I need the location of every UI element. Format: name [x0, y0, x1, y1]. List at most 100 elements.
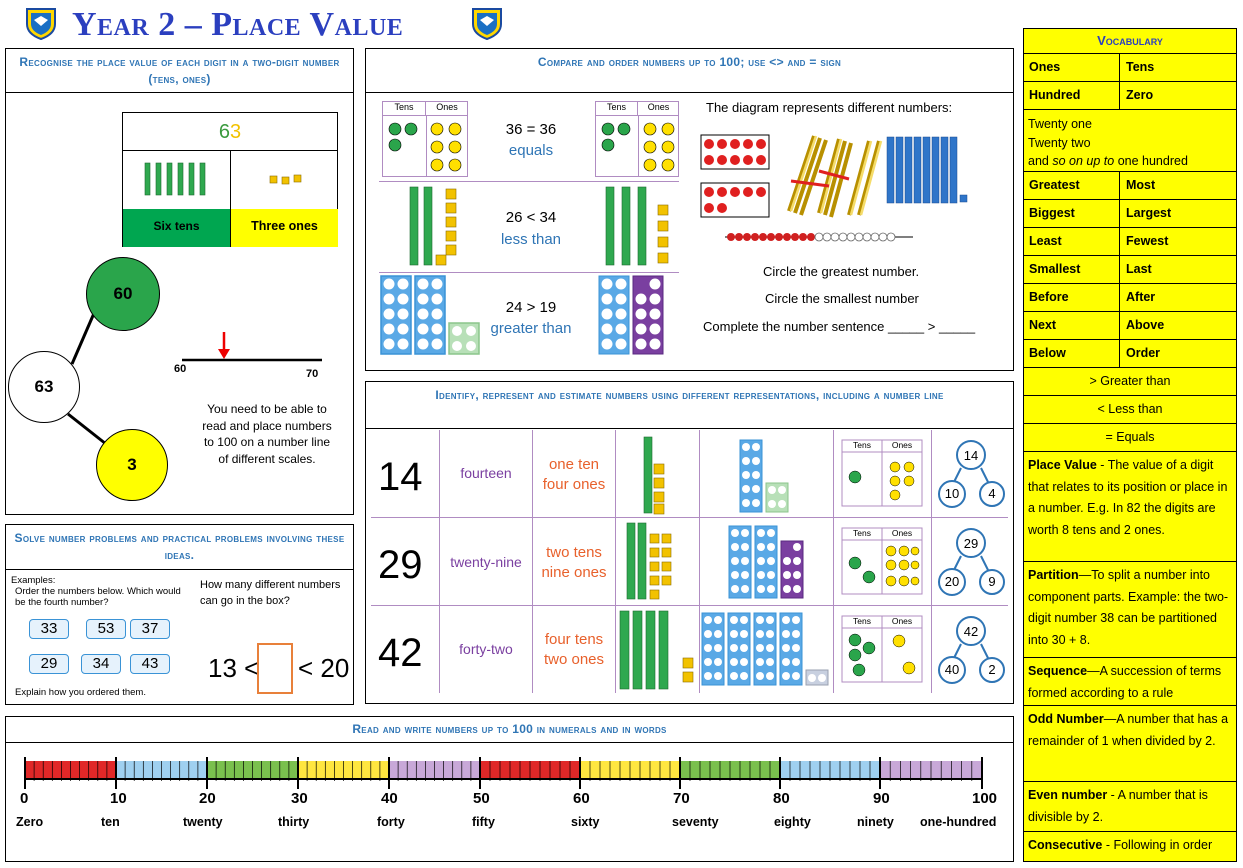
vocab-term: Biggest — [1024, 200, 1120, 227]
vocab-definition: Partition—To split a number into compone… — [1024, 562, 1236, 658]
panel-header: Identify, represent and estimate numbers… — [435, 388, 944, 402]
compare-word: equals — [508, 142, 554, 159]
vocab-equals: = Equals — [1024, 424, 1236, 452]
school-crest-icon — [472, 8, 502, 40]
rep-ones-words: nine ones — [541, 564, 607, 581]
rep-word: twenty-nine — [450, 554, 522, 570]
numeral-label: 10 — [110, 790, 127, 807]
ten-frames-image — [728, 525, 804, 599]
compare-expr: 24 > 19 — [505, 299, 557, 316]
part-whole-tens: 40 — [944, 662, 960, 677]
vocab-header-row: Vocabulary — [1024, 29, 1236, 54]
compare-expr: 26 < 34 — [505, 209, 557, 226]
explain-text: Explain how you ordered them. — [15, 687, 146, 698]
numerals-words-panel: Read and write numbers up to 100 in nume… — [5, 716, 1014, 862]
tens-ones-grid: Tens Ones — [595, 101, 679, 177]
vocab-text: one hundred — [1117, 154, 1188, 168]
ones-cubes-image — [269, 174, 302, 185]
nl-start-label: 60 — [174, 363, 187, 375]
numeral-label: 50 — [473, 790, 490, 807]
part-whole-tens: 10 — [944, 486, 960, 501]
vocab-term: Smallest — [1024, 256, 1120, 283]
ones-head: Ones — [891, 440, 913, 450]
base-ten-blocks — [619, 610, 694, 690]
def-term: Sequence — [1028, 664, 1088, 678]
numeral-label: 0 — [20, 790, 29, 807]
vocab-definition: Sequence—A succession of terms formed ac… — [1024, 658, 1236, 706]
tens-ones-grid — [841, 439, 923, 507]
def-term: Odd Number — [1028, 712, 1104, 726]
part-whole-tens: 20 — [944, 574, 960, 589]
vocab-row: Smallest Last — [1024, 256, 1236, 284]
tens-ones-blocks — [409, 186, 457, 266]
tens-head: Tens — [853, 440, 871, 450]
page-title: Year 2 – Place Value — [72, 6, 404, 43]
def-text: - The value of a digit that relates to i… — [1028, 458, 1228, 537]
tens-head: Tens — [853, 616, 871, 626]
numeral-label: 60 — [573, 790, 590, 807]
numerals-row: 0 10 20 30 40 50 60 70 80 90 100 — [20, 790, 1010, 810]
box-question: How many different numbers can go in the… — [200, 579, 341, 607]
rep-tens-words: one ten — [548, 456, 600, 473]
examples-label: Examples: — [11, 575, 56, 586]
number-card: 37 — [130, 619, 170, 639]
part-whole-total: 14 — [963, 448, 979, 463]
part-whole-ones: 4 — [988, 486, 996, 501]
hundred-number-line — [24, 757, 983, 789]
numeral-label: 80 — [773, 790, 790, 807]
panel-header: Read and write numbers up to 100 in nume… — [352, 722, 667, 736]
vocab-term: Tens — [1126, 60, 1155, 74]
word-label: forty — [377, 815, 405, 829]
ones-head: Ones — [891, 616, 913, 626]
ones-head: Ones — [426, 102, 468, 116]
tens-head: Tens — [596, 102, 638, 116]
tens-head: Tens — [383, 102, 426, 116]
ones-label: Three ones — [231, 209, 338, 247]
rep-tens-words: four tens — [544, 631, 604, 648]
tens-ones-grid — [841, 615, 923, 683]
number-card: 34 — [81, 654, 121, 674]
order-question: Order the numbers below. Which would be … — [15, 586, 181, 608]
part-whole-total: 29 — [963, 536, 979, 551]
vocab-twenty-row: Twenty one Twenty two and so on up to on… — [1024, 110, 1236, 172]
ten-frames-image — [739, 439, 789, 513]
vocab-header: Vocabulary — [1097, 33, 1163, 48]
tens-head: Tens — [853, 528, 871, 538]
answer-box[interactable] — [257, 643, 293, 694]
number-line — [182, 332, 322, 362]
word-label: ten — [101, 815, 120, 829]
def-text: —A number that has a remainder of 1 when… — [1028, 712, 1229, 748]
word-label: seventy — [672, 815, 719, 829]
rep-word: fourteen — [460, 465, 512, 481]
vocab-row: Next Above — [1024, 312, 1236, 340]
tens-digit: 6 — [218, 121, 230, 143]
vocab-greater: > Greater than — [1024, 368, 1236, 396]
place-value-panel: Recognise the place value of each digit … — [5, 48, 354, 515]
vocab-text: so on up to — [1052, 154, 1115, 168]
vocab-term: Greatest — [1024, 172, 1120, 199]
panel-header: Solve number problems and practical prob… — [14, 531, 345, 562]
partition-tens-circle: 60 — [86, 257, 160, 331]
part-whole-ones: 2 — [988, 662, 996, 677]
numeral-label: 70 — [673, 790, 690, 807]
rep-tens-words: two tens — [546, 544, 602, 561]
school-crest-icon — [26, 8, 56, 40]
vocab-text: Twenty one — [1028, 117, 1092, 131]
vocab-term: Largest — [1126, 206, 1172, 220]
vocab-term: Most — [1126, 178, 1156, 192]
def-text: - Following in order — [1102, 838, 1213, 852]
nl-end-label: 70 — [306, 368, 319, 380]
vocab-row: Greatest Most — [1024, 172, 1236, 200]
inequality-right: < 20 — [298, 653, 350, 683]
vocab-term: Before — [1024, 284, 1120, 311]
partition-ones-circle: 3 — [96, 429, 168, 501]
partition-whole-circle: 63 — [8, 351, 80, 423]
vocab-term: Fewest — [1126, 234, 1169, 248]
part-whole-model — [938, 616, 1005, 684]
word-label: sixty — [571, 815, 600, 829]
rep-ones-words: four ones — [542, 476, 606, 493]
numeral-label: 20 — [199, 790, 216, 807]
numeral-label: 90 — [873, 790, 890, 807]
word-label: twenty — [183, 815, 223, 829]
tens-ones-blocks — [605, 186, 669, 266]
